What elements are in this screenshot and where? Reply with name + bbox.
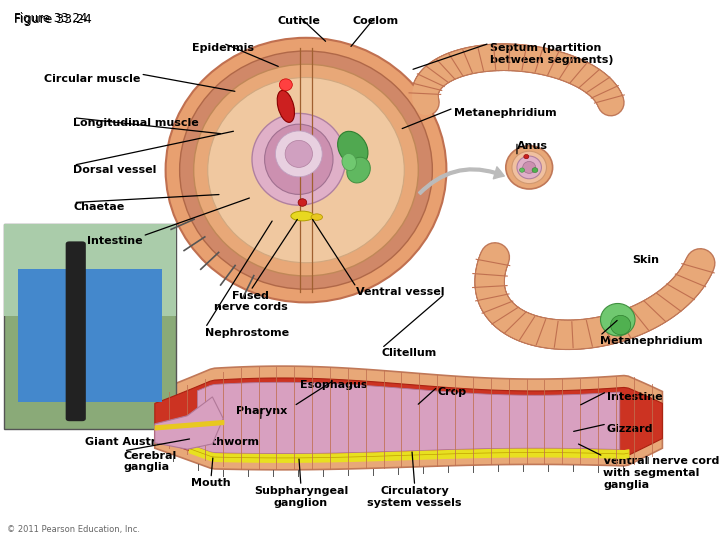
Ellipse shape <box>298 199 307 206</box>
Text: Figure 33.24: Figure 33.24 <box>14 12 88 25</box>
Text: Fused
nerve cords: Fused nerve cords <box>214 291 287 312</box>
Ellipse shape <box>277 90 294 123</box>
Text: Chaetae: Chaetae <box>73 202 125 213</box>
Text: Intestine: Intestine <box>87 236 143 246</box>
Ellipse shape <box>506 146 553 189</box>
Text: Septum (partition
between segments): Septum (partition between segments) <box>490 43 613 65</box>
Text: Metanephridium: Metanephridium <box>600 336 703 346</box>
Text: Cerebral
ganglia: Cerebral ganglia <box>124 451 177 472</box>
Text: Pharynx: Pharynx <box>235 406 287 416</box>
Ellipse shape <box>347 157 370 183</box>
FancyBboxPatch shape <box>18 269 162 402</box>
FancyArrowPatch shape <box>418 167 504 194</box>
Ellipse shape <box>600 303 635 336</box>
Ellipse shape <box>208 77 405 262</box>
Text: Metanephridium: Metanephridium <box>454 108 557 118</box>
Ellipse shape <box>523 154 528 159</box>
Text: Coelom: Coelom <box>353 16 399 26</box>
Ellipse shape <box>166 38 446 302</box>
Polygon shape <box>155 378 662 460</box>
FancyBboxPatch shape <box>4 224 176 316</box>
Text: Esophagus: Esophagus <box>300 380 368 390</box>
Ellipse shape <box>311 214 323 220</box>
Text: Longitudinal muscle: Longitudinal muscle <box>73 118 199 128</box>
Text: Giant Australian earthworm: Giant Australian earthworm <box>85 437 259 448</box>
FancyBboxPatch shape <box>4 224 176 429</box>
Ellipse shape <box>265 124 333 194</box>
Text: Dorsal vessel: Dorsal vessel <box>73 165 157 176</box>
Text: Ventral nerve cords
with segmental
ganglia: Ventral nerve cords with segmental gangl… <box>603 456 720 489</box>
Text: Clitellum: Clitellum <box>382 348 437 359</box>
Text: Nephrostome: Nephrostome <box>205 328 289 338</box>
Text: Epidermis: Epidermis <box>192 43 254 53</box>
Ellipse shape <box>611 315 631 335</box>
Text: Circulatory
system vessels: Circulatory system vessels <box>367 486 462 508</box>
Ellipse shape <box>338 131 368 166</box>
Polygon shape <box>155 366 662 470</box>
Ellipse shape <box>523 161 536 173</box>
Text: Anus: Anus <box>517 141 548 152</box>
Ellipse shape <box>194 64 418 276</box>
Text: Ventral vessel: Ventral vessel <box>356 287 445 298</box>
Text: Gizzard: Gizzard <box>607 424 654 434</box>
Text: Mouth: Mouth <box>191 478 231 489</box>
Ellipse shape <box>276 131 323 177</box>
Ellipse shape <box>180 51 432 289</box>
Ellipse shape <box>532 167 538 173</box>
Text: Crop: Crop <box>438 387 467 397</box>
FancyBboxPatch shape <box>66 241 86 421</box>
Ellipse shape <box>285 140 312 167</box>
Text: © 2011 Pearson Education, Inc.: © 2011 Pearson Education, Inc. <box>7 524 140 534</box>
Text: Circular muscle: Circular muscle <box>44 74 140 84</box>
Polygon shape <box>155 397 223 449</box>
Ellipse shape <box>342 153 356 171</box>
Ellipse shape <box>291 211 314 221</box>
Text: Subpharyngeal
ganglion: Subpharyngeal ganglion <box>254 486 348 508</box>
Text: Skin: Skin <box>632 255 660 266</box>
Text: Intestine: Intestine <box>607 392 662 402</box>
Ellipse shape <box>512 151 546 184</box>
Ellipse shape <box>279 79 292 91</box>
Text: Cuticle: Cuticle <box>277 16 320 26</box>
Ellipse shape <box>252 113 346 205</box>
Ellipse shape <box>520 168 524 172</box>
Ellipse shape <box>517 156 541 179</box>
Polygon shape <box>197 382 620 454</box>
Text: Figure 33.24: Figure 33.24 <box>14 14 92 26</box>
